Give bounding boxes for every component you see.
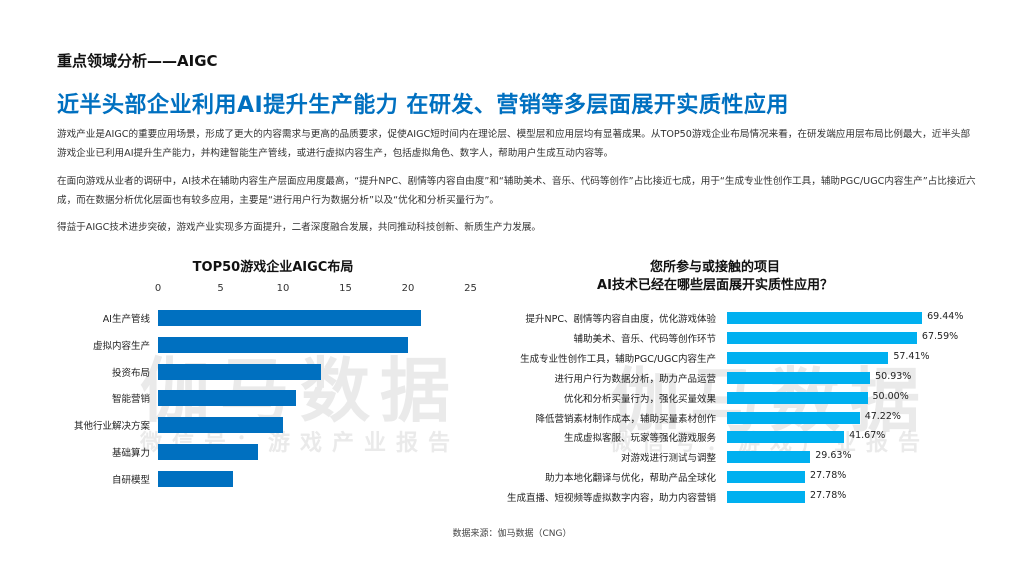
- bar: [727, 312, 923, 324]
- bar: [727, 431, 845, 444]
- data-label: 29.63%: [815, 450, 852, 462]
- category-label: 提升NPC、剧情等内容自由度，优化游戏体验: [525, 314, 716, 325]
- bar: [158, 470, 233, 487]
- bar: [727, 411, 860, 424]
- x-tick-label: 0: [154, 283, 162, 294]
- right-chart-title-line-2: AI技术已经在哪些层面展开实质性应用？: [597, 278, 833, 293]
- category-label: 其他行业解决方案: [73, 421, 150, 433]
- bar: [158, 444, 258, 460]
- bar: [158, 390, 296, 407]
- left-chart-title: TOP50游戏企业AIGC布局: [192, 260, 354, 275]
- bar: [727, 391, 868, 404]
- category-label: 降低营销素材制作成本，辅助买量素材创作: [535, 413, 716, 425]
- x-tick-label: 5: [217, 283, 224, 294]
- x-tick-label: 20: [401, 283, 415, 294]
- paragraph-3: 得益于AIGC技术进步突破，游戏产业实现多方面提升，二者深度融合发展，共同推动科…: [57, 222, 542, 233]
- paragraph-2: 在面向游戏从业者的调研中，AI技术在辅助内容生产层面应用度最高，“提升NPC、剧…: [57, 176, 976, 206]
- paragraph-1: 游戏产业是AIGC的重要应用场景，形成了更大的内容需求与更高的品质要求，促使AI…: [57, 129, 971, 159]
- category-label: 基础算力: [111, 448, 150, 459]
- category-label: 生成虚拟客服、玩家等强化游戏服务: [563, 433, 716, 445]
- category-label: 生成专业性创作工具，辅助PGC/UGC内容生产: [520, 353, 716, 365]
- bar: [727, 471, 806, 484]
- data-label: 69.44%: [927, 311, 964, 322]
- data-label: 50.93%: [875, 370, 912, 382]
- bar: [158, 417, 283, 434]
- bar: [158, 310, 421, 326]
- headline: 近半头部企业利用AI提升生产能力 在研发、营销等多层面展开实质性应用: [57, 93, 789, 118]
- category-label: 对游戏进行测试与调整: [620, 453, 716, 465]
- data-label: 57.41%: [893, 350, 930, 362]
- bar: [727, 351, 889, 364]
- bar: [727, 331, 917, 344]
- x-tick-label: 25: [464, 283, 477, 294]
- bar: [158, 336, 408, 353]
- category-label: 进行用户行为数据分析，助力产品运营: [554, 373, 716, 385]
- data-label: 67.59%: [921, 330, 959, 342]
- category-label: 智能营销: [111, 394, 150, 406]
- category-label: 助力本地化翻译与优化，帮助产品全球化: [544, 473, 716, 485]
- right-chart-title-line-1: 您所参与或接触的项目: [649, 260, 780, 275]
- data-label: 27.78%: [810, 470, 847, 482]
- x-tick-label: 15: [339, 283, 352, 294]
- category-label: AI生产管线: [102, 314, 150, 325]
- category-label: 虚拟内容生产: [92, 340, 150, 352]
- bar: [727, 451, 811, 464]
- bar: [727, 371, 871, 384]
- data-label: 41.67%: [849, 430, 886, 442]
- x-tick-label: 10: [276, 283, 290, 294]
- bar: [158, 363, 321, 380]
- data-source: 数据来源：伽马数据（CNG）: [452, 529, 572, 539]
- category-label: 辅助美术、音乐、代码等创作环节: [573, 333, 716, 345]
- category-label: 投资布局: [111, 367, 150, 379]
- data-label: 47.22%: [864, 410, 901, 422]
- section-title: 重点领域分析——AIGC: [57, 52, 218, 70]
- category-label: 生成直播、短视频等虚拟数字内容，助力内容营销: [506, 493, 716, 505]
- category-label: 自研模型: [111, 474, 150, 486]
- data-label: 27.78%: [810, 490, 847, 502]
- data-label: 50.00%: [872, 390, 909, 402]
- bar: [727, 491, 806, 504]
- category-label: 优化和分析买量行为，强化买量效果: [563, 393, 716, 405]
